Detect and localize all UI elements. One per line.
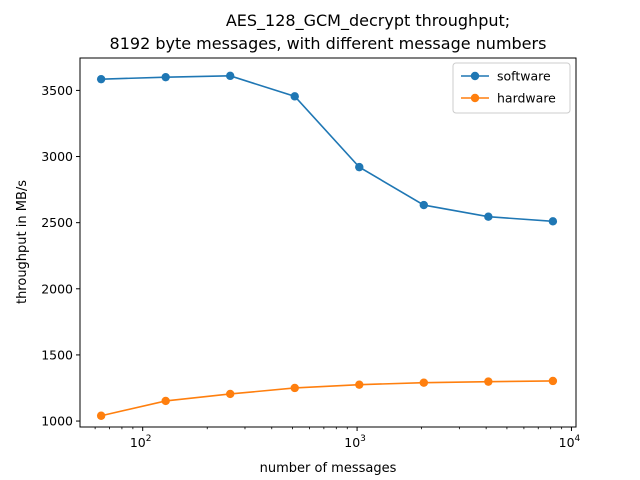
y-axis-label: throughput in MB/s xyxy=(15,180,30,304)
legend-label-software: software xyxy=(497,69,551,84)
x-tick-label: 103 xyxy=(344,434,366,450)
data-point-software xyxy=(355,162,364,172)
data-point-software xyxy=(226,71,235,81)
data-point-software xyxy=(548,217,558,226)
data-point-hardware xyxy=(161,396,170,406)
plot-area: 1000 1500 2000 2500 3000 3500 102 103 104 xyxy=(41,57,581,450)
data-point-software xyxy=(484,212,493,221)
legend-marker-software xyxy=(470,71,480,81)
data-point-software xyxy=(419,200,429,210)
data-point-software xyxy=(290,92,299,101)
chart-title: AES_128_GCM_decrypt throughput; xyxy=(226,11,510,31)
data-point-hardware xyxy=(548,376,558,386)
legend-label-hardware: hardware xyxy=(497,91,556,106)
axes-frame xyxy=(79,57,577,428)
legend-marker-hardware xyxy=(470,93,480,103)
data-point-hardware xyxy=(419,378,429,387)
y-tick-label: 2000 xyxy=(41,281,73,296)
series-line-software xyxy=(101,75,553,223)
x-tick-label: 104 xyxy=(559,434,581,450)
data-point-hardware xyxy=(290,383,299,393)
data-point-hardware xyxy=(484,377,493,386)
chart-subtitle: 8192 byte messages, with different messa… xyxy=(110,34,547,53)
data-point-software xyxy=(96,74,106,84)
x-axis-label: number of messages xyxy=(260,461,397,476)
y-tick-label: 1500 xyxy=(41,347,73,362)
series-line-hardware xyxy=(100,380,553,417)
data-point-hardware xyxy=(226,389,235,399)
y-tick-label: 2500 xyxy=(41,215,73,230)
x-tick-label: 102 xyxy=(130,434,152,450)
y-tick-label: 3500 xyxy=(41,83,73,98)
data-point-hardware xyxy=(96,411,106,420)
y-tick-label: 1000 xyxy=(41,414,73,429)
data-point-software xyxy=(161,72,170,82)
data-point-hardware xyxy=(355,380,364,389)
chart-legend: software hardware xyxy=(452,62,571,114)
y-tick-label: 3000 xyxy=(41,149,73,164)
